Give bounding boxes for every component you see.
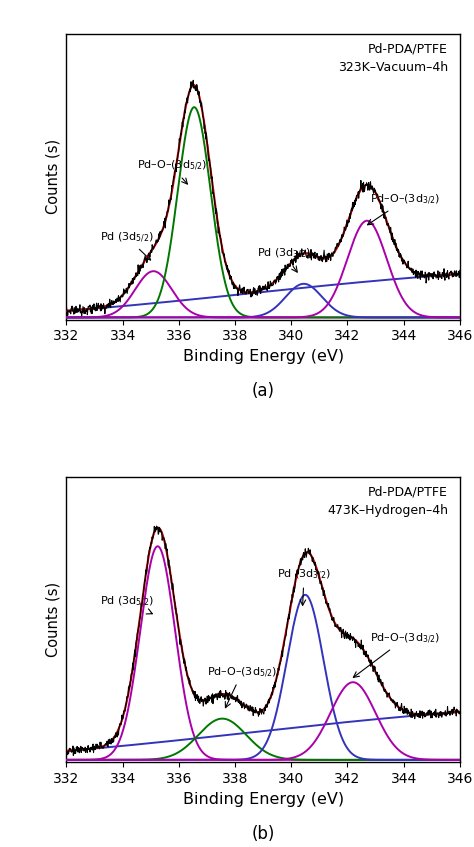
Text: Pd–O–(3d$_{3/2}$): Pd–O–(3d$_{3/2}$) [354,632,440,678]
X-axis label: Binding Energy (eV): Binding Energy (eV) [182,792,344,806]
Text: Pd (3d$_{5/2}$): Pd (3d$_{5/2}$) [100,230,154,260]
Text: (b): (b) [251,825,275,843]
Text: Pd (3d$_{3/2}$): Pd (3d$_{3/2}$) [277,568,331,606]
Text: Pd-PDA/PTFE
473K–Hydrogen–4h: Pd-PDA/PTFE 473K–Hydrogen–4h [327,485,448,518]
Text: Pd–O–(3d$_{5/2}$): Pd–O–(3d$_{5/2}$) [137,159,207,184]
Text: (a): (a) [252,382,274,401]
Y-axis label: Counts (s): Counts (s) [46,582,61,657]
Text: Pd-PDA/PTFE
323K–Vacuum–4h: Pd-PDA/PTFE 323K–Vacuum–4h [338,42,448,75]
Text: Pd–O–(3d$_{5/2}$): Pd–O–(3d$_{5/2}$) [207,666,277,708]
X-axis label: Binding Energy (eV): Binding Energy (eV) [182,349,344,364]
Text: Pd (3d$_{3/2}$): Pd (3d$_{3/2}$) [257,247,311,272]
Text: Pd (3d$_{5/2}$): Pd (3d$_{5/2}$) [100,595,154,614]
Text: Pd–O–(3d$_{3/2}$): Pd–O–(3d$_{3/2}$) [367,192,440,224]
Y-axis label: Counts (s): Counts (s) [46,139,61,214]
